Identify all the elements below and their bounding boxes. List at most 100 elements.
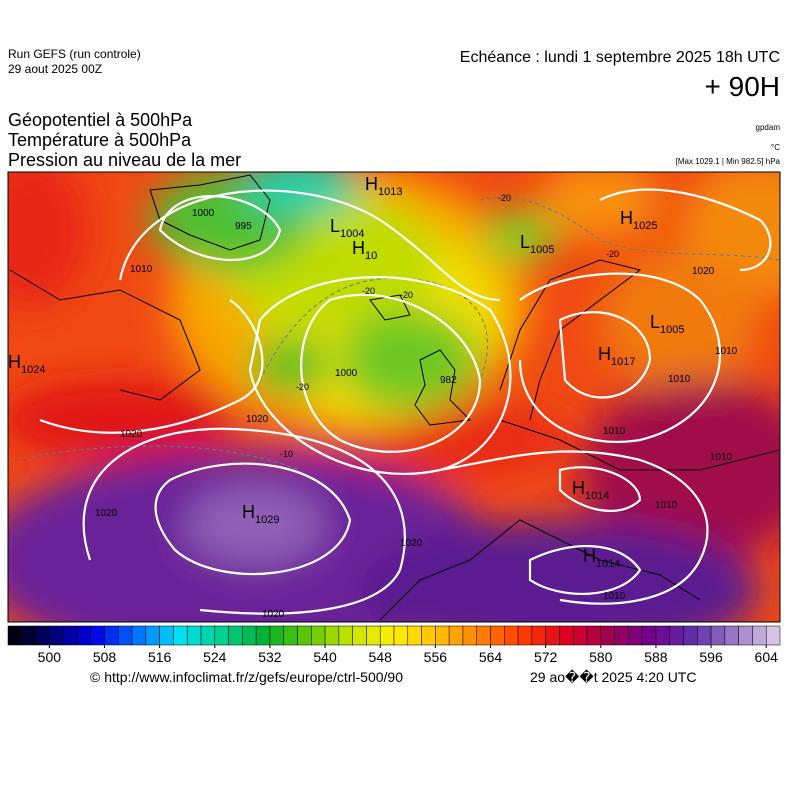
- temperature-contours: [9, 196, 780, 471]
- center-value: 1014: [596, 558, 620, 570]
- colorbar-swatch: [462, 625, 477, 646]
- colorbar-swatch: [104, 625, 119, 646]
- temperature-label: -20: [296, 382, 309, 392]
- isobar-label: 1010: [655, 500, 678, 511]
- colorbar-tick-label: 556: [424, 649, 448, 665]
- field: Géopotentiel à 500hPa: [8, 110, 193, 130]
- temperature-label: -20: [400, 290, 413, 300]
- isobar-label: 1020: [692, 266, 715, 277]
- pressure-center: H1025: [620, 208, 657, 232]
- temperature-label: -20: [606, 249, 619, 259]
- colorbar-swatch: [765, 625, 781, 646]
- pressure-center: L1005: [650, 312, 685, 336]
- colorbar-swatch: [614, 625, 629, 646]
- colorbar-tick-label: 604: [755, 649, 779, 665]
- isobar-label: 1020: [262, 609, 285, 620]
- center-value: 1004: [340, 228, 364, 240]
- colorbar-swatch: [214, 625, 229, 646]
- isobar-label: 1000: [192, 208, 215, 219]
- field: Pression au niveau de la mer: [8, 150, 241, 170]
- colorbar-swatch: [186, 625, 202, 646]
- center-kind: H: [620, 208, 633, 228]
- colorbar-swatch: [545, 625, 560, 646]
- colorbar-swatch: [559, 625, 574, 646]
- pressure-center: H1017: [598, 344, 635, 368]
- map: H1013L1004H10L1005H1025L1005H1017H1024H1…: [8, 172, 780, 622]
- center-value: 1013: [378, 186, 402, 198]
- colorbar-tick-label: 532: [258, 649, 282, 665]
- colorbar-swatch: [131, 625, 147, 646]
- isobar-label: 1010: [603, 426, 626, 437]
- colorbar-swatch: [435, 625, 450, 646]
- run: Run GEFS (run controle): [8, 47, 141, 61]
- colorbar-swatch: [242, 625, 257, 646]
- colorbar-tick-label: 596: [699, 649, 723, 665]
- center-value: 1005: [660, 324, 684, 336]
- colorbar-swatch: [683, 625, 698, 646]
- isobar-label: 1010: [668, 374, 691, 385]
- isobar-label: 1000: [335, 368, 358, 379]
- unit: gpdam: [756, 123, 781, 132]
- pressure-center: H1024: [8, 352, 45, 376]
- center-value: 1029: [255, 514, 279, 526]
- colorbar-swatch: [752, 625, 767, 646]
- colorbar-swatch: [118, 625, 133, 646]
- colorbar-swatch: [159, 625, 174, 646]
- colorbar-swatch: [62, 625, 78, 646]
- colorbar-swatch: [393, 625, 409, 646]
- colorbar-swatch: [366, 625, 381, 646]
- center-value: 10: [365, 250, 377, 262]
- colorbar: 500 508 516 524 532 540 548 556 564 572 580 588 596 6…: [7, 625, 781, 665]
- colorbar-swatch: [448, 625, 464, 646]
- colorbar-tick-label: 580: [589, 649, 613, 665]
- colorbar-swatch: [490, 625, 505, 646]
- colorbar-swatch: [738, 625, 753, 646]
- pressure-center: H10: [352, 238, 377, 262]
- map-frame: [7, 171, 781, 623]
- colorbar-tick-label: 540: [313, 649, 337, 665]
- colorbar-swatch: [173, 625, 188, 646]
- isobar-label: 1010: [710, 452, 733, 463]
- isobar-label: 1020: [400, 538, 423, 549]
- colorbar-swatch: [76, 625, 91, 646]
- center-kind: L: [520, 232, 530, 252]
- colorbar-swatch: [269, 625, 284, 646]
- isobars: [39, 188, 772, 615]
- colorbar-swatch: [200, 625, 216, 646]
- temperature-label: -10: [280, 449, 293, 459]
- colorbar-swatch: [379, 625, 395, 646]
- isobar-label: 982: [440, 375, 457, 386]
- unit: °C: [771, 143, 780, 152]
- colorbar-swatch: [504, 625, 519, 646]
- lead-time: + 90H: [705, 71, 781, 102]
- pressure-center: H1029: [242, 502, 279, 526]
- colorbar-tick-label: 588: [644, 649, 668, 665]
- colorbar-swatch: [572, 625, 588, 646]
- isobar-label: 1020: [95, 508, 118, 519]
- isobar-label: 1020: [246, 414, 269, 425]
- coastlines: [9, 174, 780, 621]
- colorbar-tick-label: 548: [369, 649, 393, 665]
- colorbar-swatch: [35, 625, 50, 646]
- colorbar-swatch: [7, 625, 23, 646]
- colorbar-swatch: [352, 625, 367, 646]
- colorbar-tick-label: 516: [148, 649, 172, 665]
- center-kind: H: [242, 502, 255, 522]
- colorbar-swatch: [669, 625, 684, 646]
- center-value: 1025: [633, 220, 657, 232]
- colorbar-swatch: [697, 625, 712, 646]
- colorbar-tick-label: 524: [203, 649, 227, 665]
- colorbar-tick-label: 564: [479, 649, 503, 665]
- colorbar-swatch: [90, 625, 105, 646]
- pressure-center: H1014: [572, 478, 609, 502]
- isobar-label: 1010: [130, 264, 153, 275]
- pressure-center: L1004: [330, 216, 365, 240]
- generated: 29 ao��t 2025 4:20 UTC: [530, 669, 696, 685]
- run-date: 29 aout 2025 00Z: [8, 62, 102, 76]
- colorbar-swatch: [228, 625, 243, 646]
- colorbar-swatch: [641, 625, 657, 646]
- center-value: 1014: [585, 490, 609, 502]
- colorbar-swatch: [255, 625, 271, 646]
- isobar-label: 995: [235, 221, 252, 232]
